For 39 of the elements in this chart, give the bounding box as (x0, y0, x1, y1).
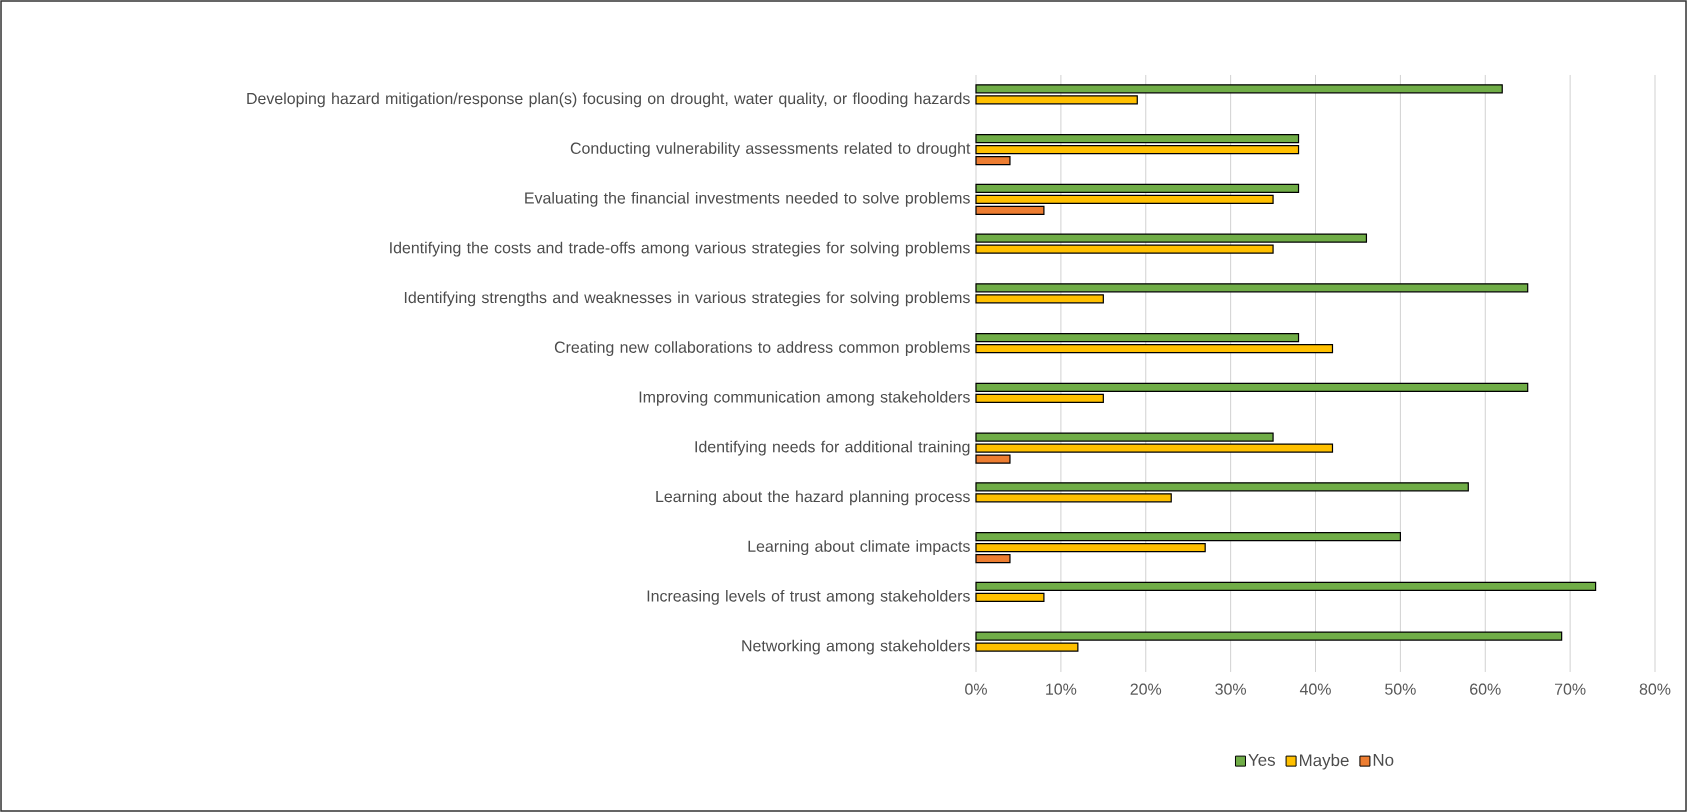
y-tick-label: Improving communication among stakeholders (639, 390, 970, 406)
bar (975, 543, 1206, 553)
y-tick-label: Conducting vulnerability assessments related to drought (570, 142, 971, 158)
x-tick-label: 70% (1555, 683, 1586, 695)
x-tick-label: 0% (965, 683, 987, 695)
y-tick-label: Networking among stakeholders (742, 639, 970, 655)
y-tick-label: Increasing levels of trust among stakeholders (647, 589, 970, 605)
x-tick-label: 40% (1299, 683, 1331, 695)
x-tick-label: 60% (1470, 683, 1501, 695)
bar (975, 382, 1529, 392)
bar (975, 183, 1300, 193)
bar (975, 134, 1300, 144)
y-tick-label: Learning about the hazard planning process (656, 490, 970, 506)
bar (975, 333, 1300, 343)
bar (975, 344, 1334, 354)
x-tick-label: 10% (1046, 683, 1077, 695)
y-tick-label: Developing hazard mitigation/response plan(s) focusing on drought, water quality, or flooding hazards (247, 92, 970, 108)
x-tick-label: 30% (1215, 683, 1247, 695)
y-tick-label: Learning about climate impacts (748, 540, 970, 556)
legend-label: No (1373, 754, 1394, 766)
x-tick-label: 50% (1385, 683, 1416, 695)
y-tick-label: Identifying needs for additional training (695, 440, 970, 456)
legend-label: Maybe (1299, 753, 1349, 770)
y-tick-label: Creating new collaborations to address common problems (554, 341, 970, 357)
bar (975, 205, 1045, 215)
x-tick-label: 80% (1639, 683, 1671, 695)
legend-label: Yes (1248, 754, 1275, 766)
bar (975, 156, 1011, 166)
bar (975, 393, 1104, 403)
y-tick-label: Evaluating the financial investments needed to solve problems (525, 191, 970, 207)
bar (975, 145, 1300, 155)
bar (975, 581, 1597, 591)
y-tick-label: Identifying strengths and weaknesses in various strategies for solving problems (404, 291, 970, 307)
x-tick-label: 20% (1130, 683, 1162, 695)
bar (975, 592, 1045, 602)
y-tick-label: Identifying the costs and trade-offs among various strategies for solving problems (390, 241, 970, 257)
bar (975, 194, 1274, 204)
bar (975, 532, 1401, 542)
bar (975, 554, 1011, 564)
